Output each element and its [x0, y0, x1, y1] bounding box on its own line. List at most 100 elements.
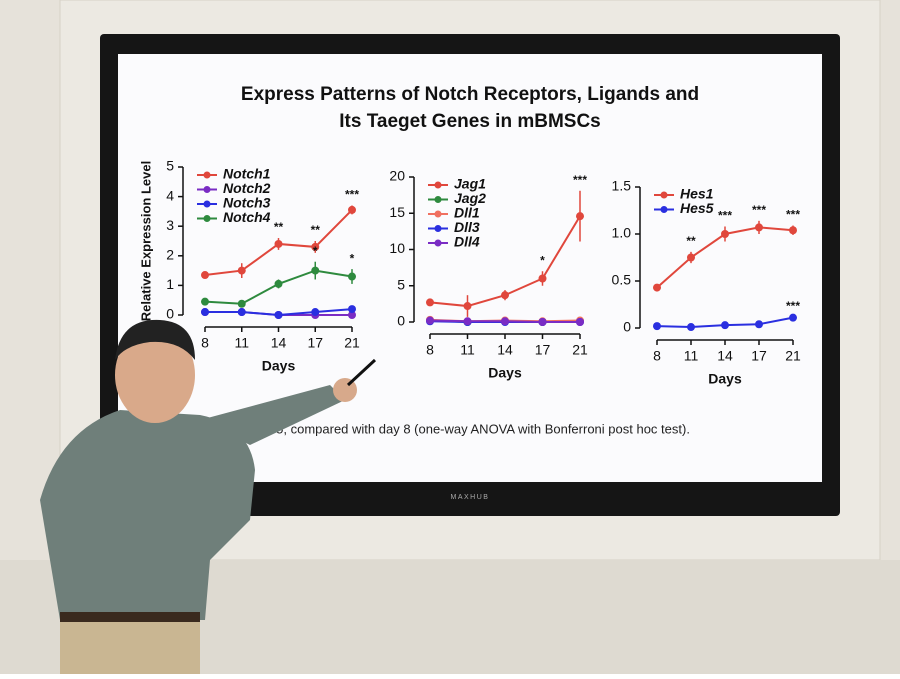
x-tick-label: 21	[785, 348, 801, 364]
y-tick-label: 2	[166, 247, 174, 263]
legend-marker	[434, 239, 442, 247]
data-point	[501, 317, 509, 326]
pointer	[346, 358, 377, 387]
data-point	[348, 305, 356, 314]
y-tick-label: 0.5	[612, 272, 632, 288]
data-point	[311, 242, 320, 251]
data-point	[201, 271, 209, 280]
data-point	[538, 274, 547, 283]
x-tick-label: 14	[717, 348, 733, 364]
legend-label: Dll3	[454, 219, 480, 235]
data-point	[311, 266, 320, 275]
presenter	[40, 319, 377, 674]
data-point	[755, 320, 763, 329]
legend-marker	[660, 206, 668, 213]
head	[115, 327, 195, 423]
data-point	[348, 272, 356, 281]
data-point	[538, 318, 547, 326]
title-line: Its Taeget Genes in mBMSCs	[339, 111, 601, 132]
x-axis-label: Days	[262, 358, 296, 374]
data-point	[576, 212, 584, 221]
significance: ***	[752, 203, 766, 217]
y-tick-label: 15	[389, 204, 405, 220]
data-point	[789, 313, 797, 322]
y-tick-label: 0	[166, 306, 174, 322]
data-point	[348, 205, 356, 214]
significance: ***	[786, 208, 800, 222]
data-point	[576, 318, 584, 326]
data-point	[237, 308, 246, 317]
legend-marker	[434, 225, 442, 232]
legend-marker	[434, 196, 442, 203]
data-point	[237, 299, 246, 308]
x-tick-label: 8	[426, 342, 434, 358]
data-point	[463, 302, 472, 311]
legend-label: Notch1	[223, 166, 271, 182]
x-tick-label: 17	[307, 335, 323, 351]
y-tick-label: 3	[166, 217, 174, 233]
data-point	[237, 266, 246, 275]
x-tick-label: 14	[497, 342, 513, 358]
y-tick-label: 0	[397, 313, 405, 329]
data-point	[348, 311, 356, 319]
legend-label: Jag1	[454, 176, 486, 192]
legend-label: Dll1	[454, 205, 480, 221]
data-point	[653, 322, 661, 331]
y-tick-label: 20	[389, 168, 405, 184]
data-point	[721, 230, 729, 238]
legend-label: Hes1	[680, 186, 714, 202]
title-line: Express Patterns of Notch Receptors, Lig…	[241, 84, 699, 105]
legend-marker	[203, 186, 211, 193]
legend-label: Jag2	[454, 190, 486, 206]
significance: **	[686, 234, 696, 248]
data-point	[653, 283, 661, 292]
data-point	[755, 223, 763, 232]
x-tick-label: 21	[572, 342, 588, 358]
data-point	[687, 253, 695, 262]
x-tick-label: 11	[234, 335, 249, 351]
significance: *	[350, 251, 355, 265]
belt	[60, 612, 200, 622]
legend-marker	[203, 215, 211, 222]
y-tick-label: 1	[166, 276, 174, 292]
significance: **	[311, 223, 321, 237]
legend-marker	[434, 210, 442, 218]
trousers	[60, 618, 200, 674]
x-tick-label: 21	[344, 335, 360, 351]
x-axis-label: Days	[488, 365, 522, 381]
data-point	[426, 316, 434, 325]
data-point	[201, 308, 209, 317]
x-axis-label: Days	[708, 371, 742, 387]
legend-label: Hes5	[680, 200, 714, 216]
data-point	[274, 239, 283, 248]
data-point	[463, 317, 472, 326]
significance: ***	[786, 299, 800, 313]
y-tick-label: 10	[389, 240, 405, 256]
data-point	[687, 323, 695, 332]
data-point	[789, 226, 797, 235]
legend-label: Notch3	[223, 195, 271, 211]
data-point	[721, 321, 729, 330]
hair	[115, 319, 195, 360]
y-axis-label: Relative Expression Level	[138, 161, 153, 321]
x-tick-label: 11	[460, 342, 475, 358]
legend-label: Dll4	[454, 234, 480, 250]
legend-marker	[434, 181, 442, 189]
legend-marker	[203, 200, 211, 208]
arm	[200, 385, 345, 445]
data-point	[501, 291, 509, 300]
legend-marker	[203, 171, 211, 179]
y-tick-label: 4	[166, 187, 174, 203]
x-tick-label: 8	[201, 335, 209, 351]
data-point	[201, 297, 209, 306]
legend-label: Notch2	[223, 180, 271, 196]
shirt	[40, 410, 255, 620]
y-tick-label: 5	[397, 276, 405, 292]
charts: 0 1 2 3 4 5 8 11 14 17 21 Days Relative Expression L…	[138, 158, 801, 387]
legend-label: Notch4	[223, 209, 271, 225]
y-tick-label: 1.5	[612, 178, 632, 194]
data-point	[311, 308, 320, 317]
x-tick-label: 17	[751, 348, 767, 364]
brand: MAXHUB	[451, 494, 490, 501]
